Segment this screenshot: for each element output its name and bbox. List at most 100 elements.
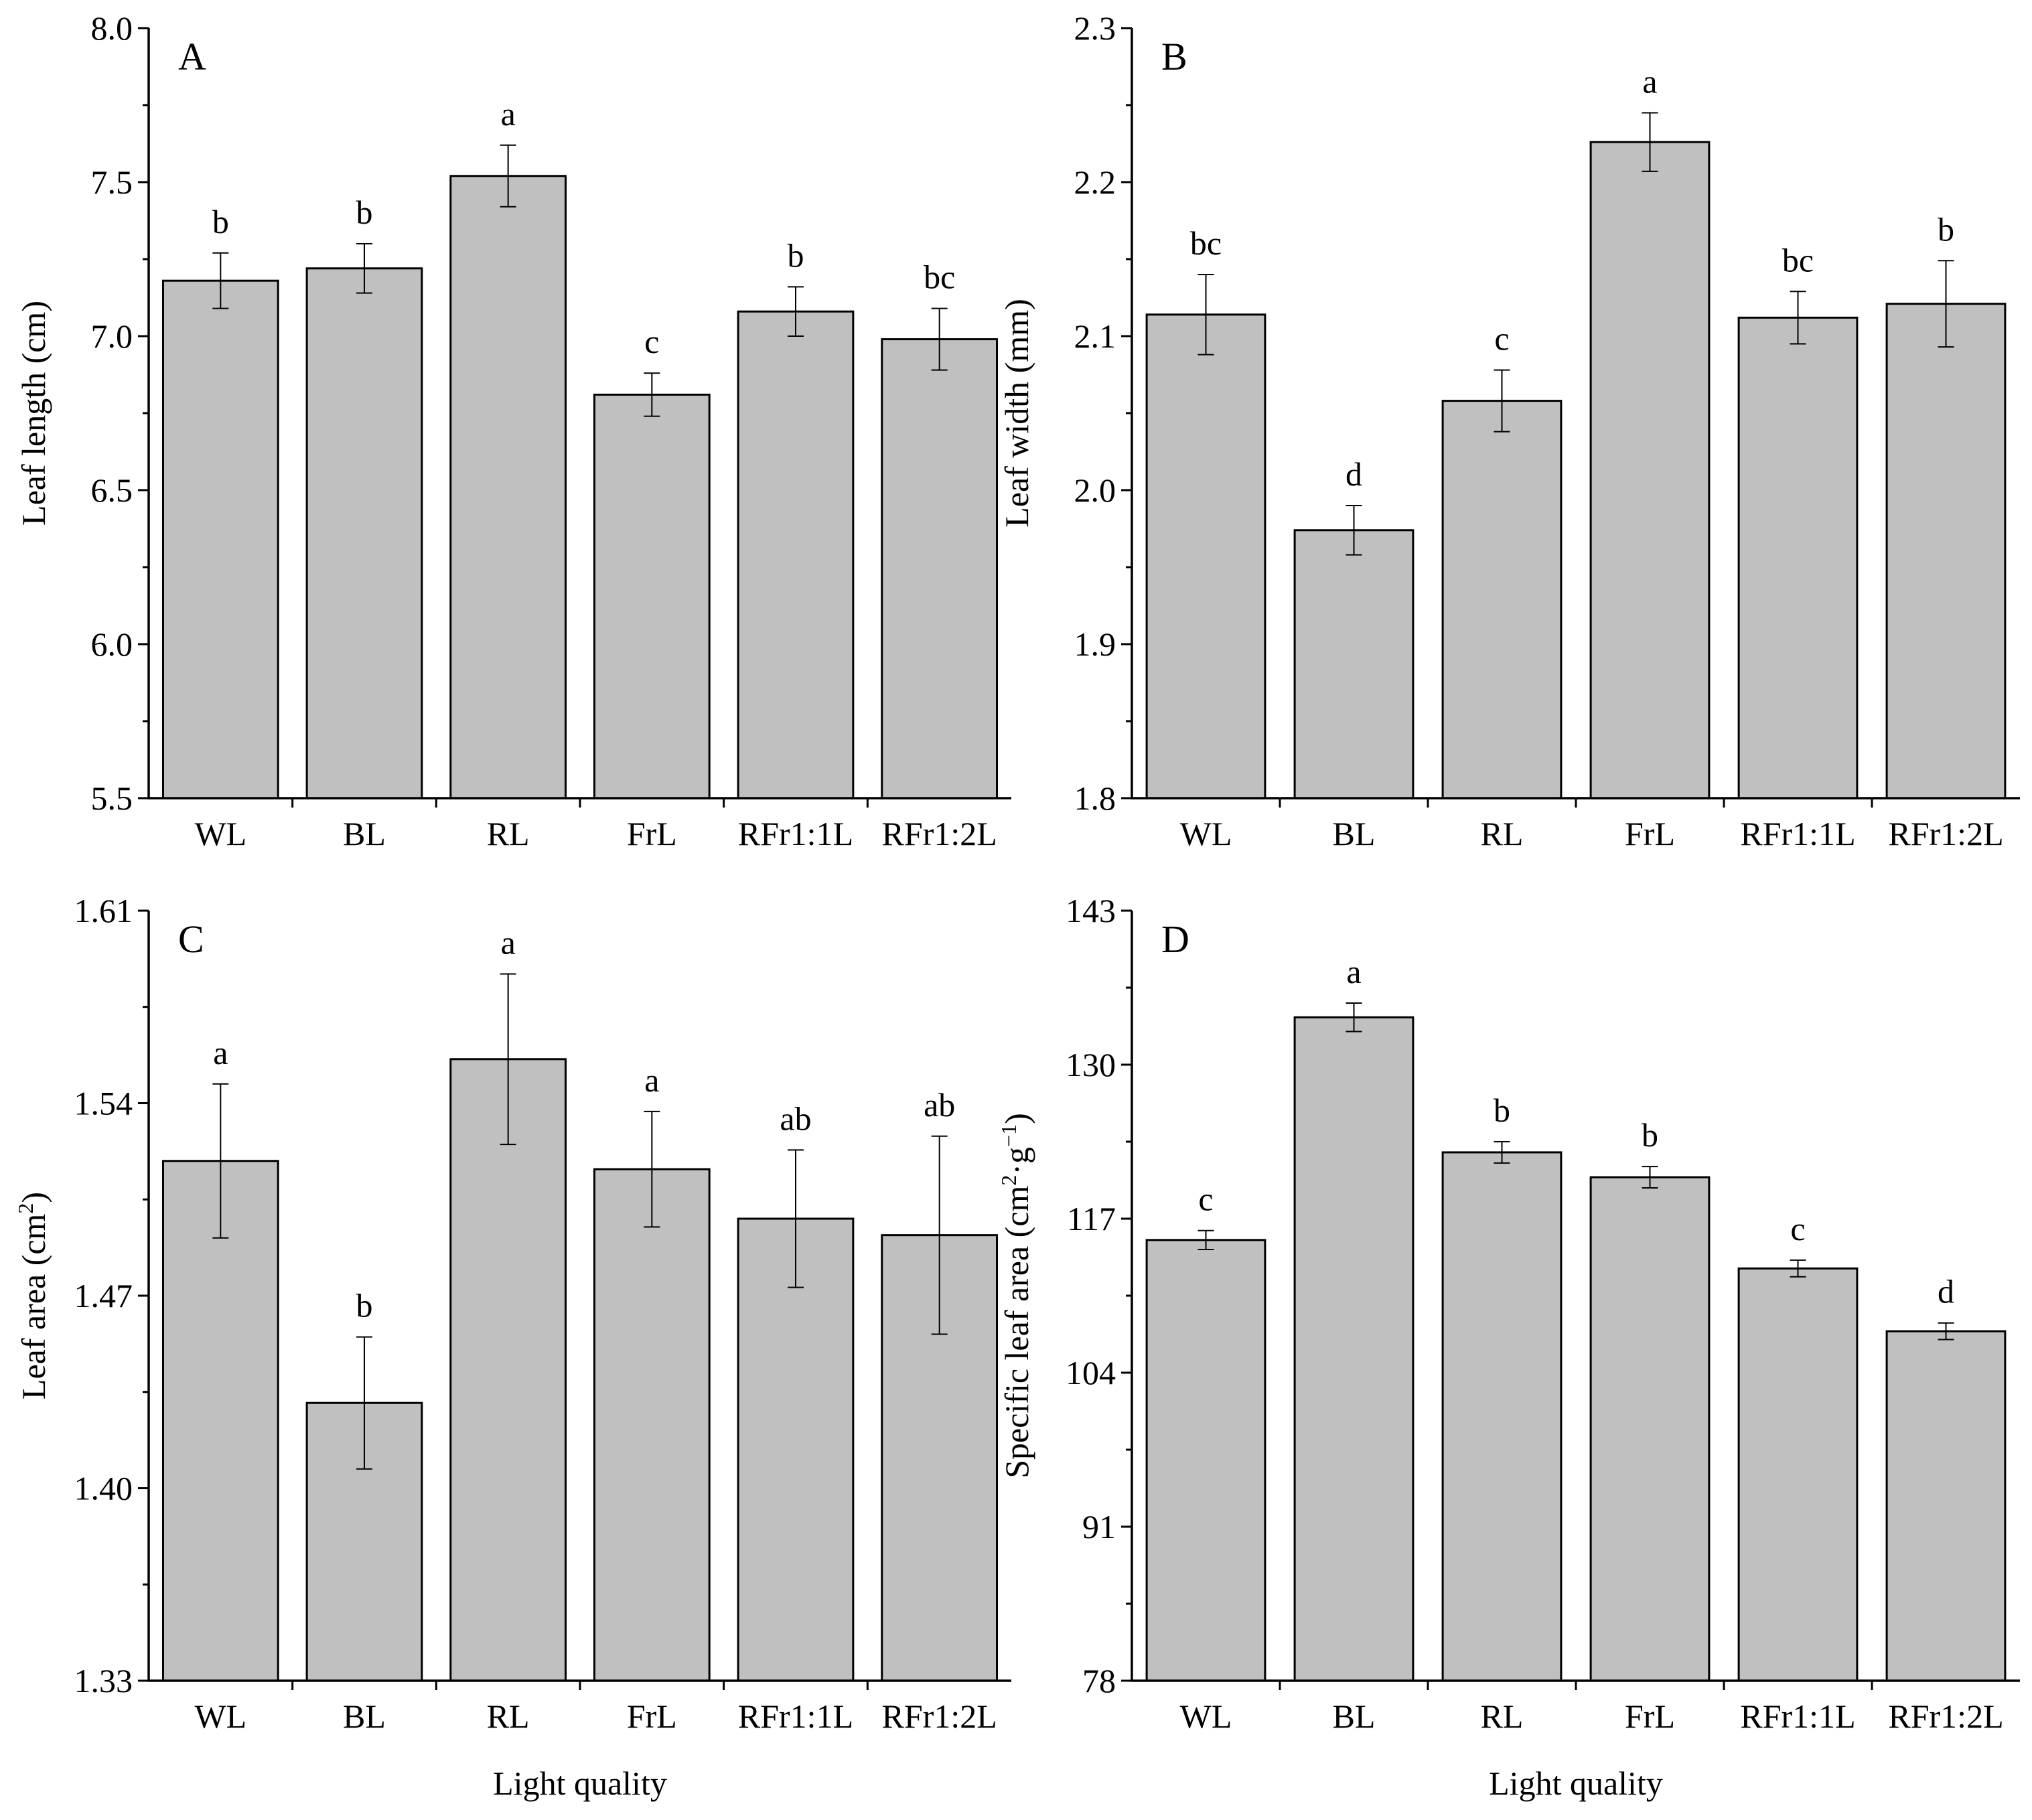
chart-panel-a: b WL b BL a RL c FrL b RFr1:1L bc RFr1:2L 5.5 6.0 6.5 7…	[15, 9, 1011, 852]
x-tick-label: FrL	[1625, 1697, 1675, 1735]
significance-letter: ab	[924, 1086, 955, 1124]
error-bar	[1790, 1259, 1806, 1278]
x-tick-label: RFr1:2L	[882, 815, 997, 852]
y-tick-label: 1.40	[74, 1470, 133, 1507]
x-tick-label: RFr1:1L	[738, 815, 853, 852]
significance-letter: b	[1938, 210, 1954, 248]
y-tick-label: 2.1	[1074, 317, 1116, 355]
y-tick-label: 6.0	[91, 625, 133, 663]
significance-letter: bc	[1190, 224, 1222, 262]
bar-frl	[1589, 141, 1711, 800]
x-tick-label: FrL	[627, 815, 677, 852]
y-tick-label: 1.8	[1074, 779, 1116, 817]
error-bar	[788, 1149, 804, 1288]
y-tick-label: 104	[1066, 1354, 1116, 1391]
error-bar	[212, 252, 229, 309]
significance-letter: d	[1938, 1273, 1954, 1310]
x-tick-label: FrL	[627, 1697, 677, 1735]
y-axis-label: Leaf width (mm)	[998, 299, 1035, 528]
error-bar	[1494, 369, 1510, 433]
bar-rfr12l	[1885, 303, 2007, 800]
x-tick-label: BL	[343, 815, 386, 852]
significance-letter: a	[1346, 953, 1361, 990]
bar-rl	[1441, 400, 1563, 800]
significance-letter: a	[644, 1061, 659, 1099]
y-tick-label: 7.5	[91, 163, 133, 201]
x-tick-label: WL	[1180, 815, 1232, 852]
x-tick-label: RFr1:1L	[1740, 1697, 1855, 1735]
bar-rfr11l	[737, 1217, 855, 1682]
bar-frl	[593, 393, 711, 800]
x-tick-label: BL	[1333, 1697, 1376, 1735]
y-tick-label: 1.47	[74, 1277, 133, 1314]
error-bar	[1346, 505, 1362, 556]
error-bar	[500, 973, 516, 1146]
error-bar	[644, 1110, 660, 1228]
x-tick-label: RL	[1481, 815, 1524, 852]
bar-rl	[1441, 1151, 1563, 1682]
y-tick-label: 2.0	[1074, 471, 1116, 509]
error-bar	[1938, 260, 1954, 348]
significance-letter: c	[1198, 1181, 1213, 1218]
bar-wl	[161, 279, 279, 800]
y-tick-label: 8.0	[91, 9, 133, 47]
axes-frame	[1131, 28, 2020, 800]
y-axis-label: Leaf area (cm2)	[13, 1192, 52, 1399]
significance-letter: b	[1642, 1116, 1658, 1154]
significance-letter: c	[1790, 1210, 1805, 1247]
x-tick-label: RFr1:1L	[738, 1697, 853, 1735]
bar-rl	[449, 1058, 567, 1682]
bar-wl	[161, 1160, 279, 1682]
chart-panel-c: a WL b BL a RL a FrL ab RFr1:1L ab RFr1:2L 1.33 1.40 1…	[13, 892, 1011, 1802]
y-tick-label: 5.5	[91, 779, 133, 817]
x-tick-label: RL	[487, 815, 530, 852]
error-bar	[500, 144, 516, 208]
error-bar	[644, 372, 660, 417]
significance-letter: c	[1494, 320, 1509, 358]
y-tick-label: 1.54	[74, 1085, 133, 1122]
error-bar	[1642, 112, 1658, 172]
x-tick-label: WL	[194, 1697, 246, 1735]
bar-bl	[305, 267, 423, 800]
error-bar	[1198, 274, 1214, 356]
y-tick-label: 6.5	[91, 471, 133, 509]
bar-bl	[1293, 529, 1414, 800]
bar-frl	[1589, 1176, 1711, 1682]
bar-rfr11l	[1737, 316, 1859, 800]
chart-panel-b: bc WL d BL c RL a FrL bc RFr1:1L b RFr1:2L 1.8 1.9 2.0…	[998, 9, 2020, 852]
axes-frame	[147, 28, 1011, 800]
y-tick-label: 1.33	[74, 1662, 133, 1699]
error-bar	[212, 1083, 229, 1239]
panel-letter: D	[1161, 917, 1189, 961]
significance-letter: b	[788, 236, 804, 274]
y-tick-label: 78	[1082, 1662, 1116, 1699]
x-tick-label: WL	[1180, 1697, 1232, 1735]
significance-letter: b	[212, 203, 229, 240]
x-tick-label: WL	[194, 815, 246, 852]
significance-letter: d	[1346, 455, 1362, 493]
axes-frame	[1131, 911, 2020, 1682]
chart-panel-d: c WL a BL b RL b FrL c RFr1:1L d RFr1:2L 78 91 104 117 1…	[997, 892, 2020, 1802]
axes-frame	[147, 911, 1011, 1682]
bar-rl	[449, 175, 567, 800]
y-tick-label: 1.61	[74, 892, 133, 929]
significance-letter: ab	[780, 1099, 811, 1137]
significance-letter: a	[501, 923, 516, 961]
significance-letter: b	[1494, 1091, 1510, 1129]
significance-letter: b	[356, 1287, 373, 1324]
significance-letter: a	[213, 1034, 228, 1071]
y-tick-label: 2.3	[1074, 9, 1116, 47]
significance-letter: b	[356, 194, 373, 231]
y-tick-label: 91	[1082, 1508, 1116, 1545]
bar-wl	[1145, 313, 1266, 800]
x-axis-label: Light quality	[493, 1764, 667, 1802]
y-axis-label: Specific leaf area (cm2·g−1)	[997, 1113, 1035, 1478]
error-bar	[1642, 1166, 1658, 1189]
x-tick-label: BL	[1333, 815, 1376, 852]
x-tick-label: FrL	[1625, 815, 1675, 852]
error-bar	[1198, 1229, 1214, 1250]
significance-letter: c	[644, 323, 659, 360]
bar-rfr12l	[1885, 1330, 2007, 1682]
error-bar	[356, 1336, 372, 1470]
